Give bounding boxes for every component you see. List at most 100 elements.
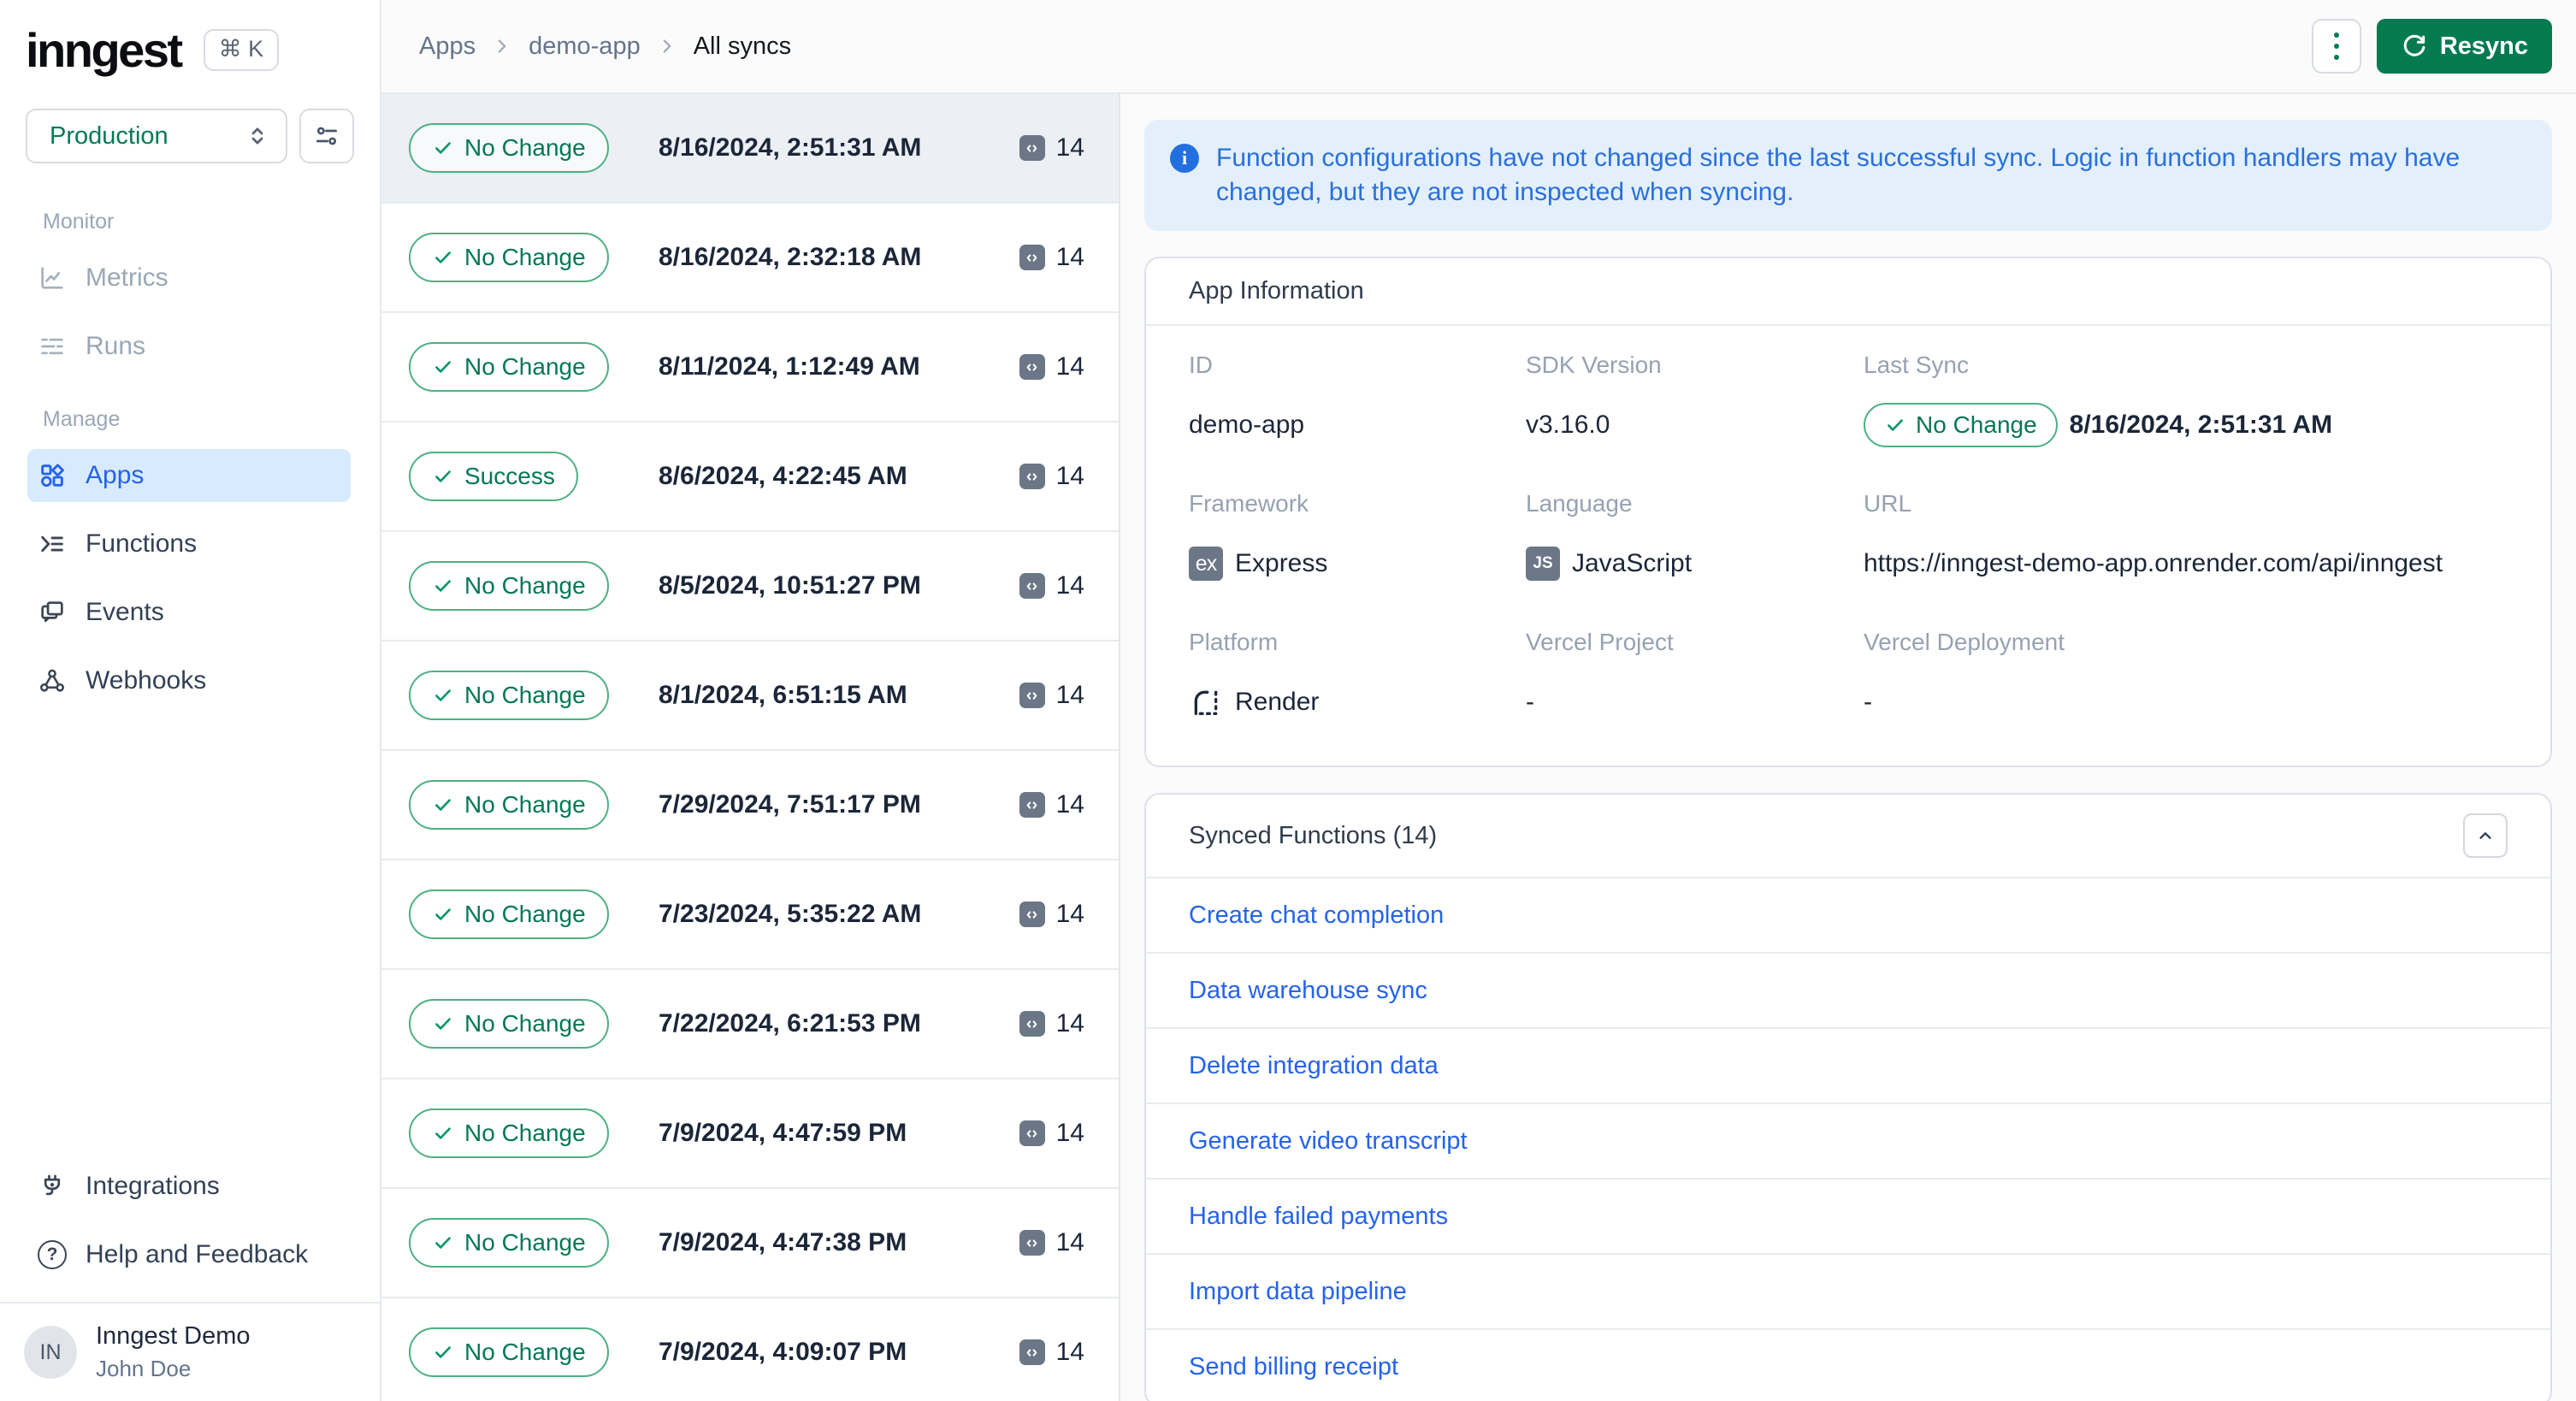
sync-function-count-value: 14 [1055, 243, 1084, 271]
sync-status-badge: No Change [409, 890, 609, 939]
check-icon [435, 470, 451, 482]
sidebar-item-help[interactable]: ? Help and Feedback [27, 1228, 351, 1281]
field-label: SDK Version [1526, 352, 1662, 378]
sync-function-count-value: 14 [1055, 1338, 1084, 1366]
javascript-icon: JS [1526, 547, 1560, 581]
inngest-logo[interactable]: inngest [26, 23, 183, 77]
breadcrumb-apps[interactable]: Apps [419, 32, 476, 60]
synced-function-link[interactable]: Generate video transcript [1189, 1126, 1468, 1155]
app-information-card: App Information ID demo-app SDK Version … [1144, 257, 2552, 767]
sync-list-item[interactable]: No Change 7/9/2024, 4:47:59 PM 14 [381, 1079, 1119, 1189]
sync-status-badge: No Change [409, 780, 609, 830]
sync-function-count: 14 [1019, 352, 1084, 381]
sync-list-item[interactable]: No Change 7/9/2024, 4:09:07 PM 14 [381, 1298, 1119, 1401]
synced-function-link[interactable]: Send billing receipt [1189, 1352, 1399, 1380]
render-icon [1194, 690, 1218, 715]
sync-status-badge: No Change [409, 342, 609, 392]
sync-detail: i Function configurations have not chang… [1120, 94, 2576, 1401]
sidebar-item-integrations[interactable]: Integrations [27, 1160, 351, 1213]
sync-list-item[interactable]: No Change 8/5/2024, 10:51:27 PM 14 [381, 532, 1119, 641]
sync-function-count: 14 [1019, 133, 1084, 163]
sidebar-item-label: Events [86, 598, 164, 626]
sync-list-item[interactable]: No Change 7/22/2024, 6:21:53 PM 14 [381, 970, 1119, 1079]
sync-timestamp: 8/16/2024, 2:32:18 AM [659, 243, 922, 271]
sync-status-badge: No Change [409, 671, 609, 720]
sync-status-label: No Change [464, 353, 586, 380]
sync-status-label: No Change [464, 134, 586, 161]
sync-function-count-value: 14 [1055, 790, 1084, 819]
field-label: Vercel Project [1526, 629, 1674, 655]
user-menu[interactable]: IN Inngest Demo John Doe [0, 1302, 380, 1401]
synced-function-row: Handle failed payments [1146, 1179, 2550, 1255]
sync-list-item[interactable]: Success 8/6/2024, 4:22:45 AM 14 [381, 423, 1119, 532]
sync-timestamp: 7/23/2024, 5:35:22 AM [659, 900, 922, 928]
check-icon [435, 361, 451, 373]
code-icon [1019, 464, 1045, 489]
sync-list-item[interactable]: No Change 8/1/2024, 6:51:15 AM 14 [381, 641, 1119, 751]
info-banner-text: Function configurations have not changed… [1216, 144, 2461, 206]
sync-list-item[interactable]: No Change 8/11/2024, 1:12:49 AM 14 [381, 313, 1119, 423]
sidebar-footer: Integrations ? Help and Feedback IN Inng… [0, 1160, 380, 1401]
sidebar-item-events[interactable]: Events [27, 586, 351, 639]
sync-status-label: No Change [464, 901, 586, 927]
synced-function-link[interactable]: Delete integration data [1189, 1051, 1439, 1079]
sync-function-count-value: 14 [1055, 571, 1084, 600]
resync-button[interactable]: Resync [2376, 19, 2552, 74]
breadcrumb-demo-app[interactable]: demo-app [529, 32, 641, 60]
sync-status-badge: No Change [409, 233, 609, 282]
synced-function-row: Generate video transcript [1146, 1104, 2550, 1179]
collapse-button[interactable] [2463, 813, 2508, 858]
sync-function-count: 14 [1019, 790, 1084, 819]
sync-timestamp: 7/22/2024, 6:21:53 PM [659, 1009, 921, 1037]
sync-list-item[interactable]: No Change 7/23/2024, 5:35:22 AM 14 [381, 860, 1119, 970]
code-icon [1019, 1120, 1045, 1146]
app-information-header: App Information [1146, 258, 2550, 326]
sync-timestamp: 8/11/2024, 1:12:49 AM [659, 352, 920, 381]
metrics-icon [41, 267, 63, 289]
sidebar-item-webhooks[interactable]: Webhooks [27, 654, 351, 707]
code-icon [1019, 683, 1045, 708]
sidebar-section-manage: Manage [43, 407, 121, 431]
command-k-shortcut[interactable]: ⌘ K [203, 29, 280, 71]
field-url: URL https://inngest-demo-app.onrender.co… [1864, 490, 2508, 588]
field-value: https://inngest-demo-app.onrender.com/ap… [1864, 549, 2443, 577]
sync-list-item[interactable]: No Change 7/29/2024, 7:51:17 PM 14 [381, 751, 1119, 860]
resync-icon [2403, 34, 2425, 56]
sidebar-item-functions[interactable]: Functions [27, 517, 351, 570]
check-icon [435, 908, 451, 920]
sync-function-count: 14 [1019, 1228, 1084, 1257]
check-icon [435, 1018, 451, 1030]
sidebar-item-metrics[interactable]: Metrics [27, 251, 351, 304]
app-information-grid: ID demo-app SDK Version v3.16.0 Last Syn… [1146, 326, 2550, 766]
sidebar-item-label: Help and Feedback [86, 1240, 309, 1268]
sync-status-label: No Change [464, 572, 586, 599]
field-id: ID demo-app [1189, 352, 1526, 449]
field-value: v3.16.0 [1526, 411, 1610, 439]
sidebar-item-runs[interactable]: Runs [27, 320, 351, 373]
sync-function-count-value: 14 [1055, 900, 1084, 928]
sync-list-item[interactable]: No Change 8/16/2024, 2:51:31 AM 14 [381, 94, 1119, 204]
synced-function-link[interactable]: Data warehouse sync [1189, 976, 1427, 1004]
chevron-up-icon [2479, 832, 2491, 839]
synced-function-link[interactable]: Handle failed payments [1189, 1202, 1449, 1230]
environment-settings-button[interactable] [299, 109, 354, 163]
more-options-button[interactable] [2311, 19, 2361, 74]
sidebar-item-apps[interactable]: Apps [27, 449, 351, 502]
sync-list-item[interactable]: No Change 7/9/2024, 4:47:38 PM 14 [381, 1189, 1119, 1298]
sync-status-label: No Change [464, 1339, 586, 1365]
sidebar-item-label: Functions [86, 529, 198, 558]
synced-function-link[interactable]: Import data pipeline [1189, 1277, 1407, 1305]
environment-selector[interactable]: Production [26, 109, 287, 163]
synced-function-link[interactable]: Create chat completion [1189, 901, 1445, 929]
sync-list-item[interactable]: No Change 8/16/2024, 2:32:18 AM 14 [381, 204, 1119, 313]
sync-timestamp: 7/29/2024, 7:51:17 PM [659, 790, 921, 819]
last-sync-time: 8/16/2024, 2:51:31 AM [2069, 411, 2333, 439]
sync-function-count: 14 [1019, 1119, 1084, 1148]
synced-function-row: Data warehouse sync [1146, 954, 2550, 1029]
breadcrumb: Apps demo-app All syncs [419, 33, 791, 61]
sync-function-count-value: 14 [1055, 352, 1084, 381]
topbar-actions: Resync [2311, 19, 2552, 74]
check-icon [435, 1127, 451, 1139]
topbar: Apps demo-app All syncs Resync [381, 0, 2576, 94]
